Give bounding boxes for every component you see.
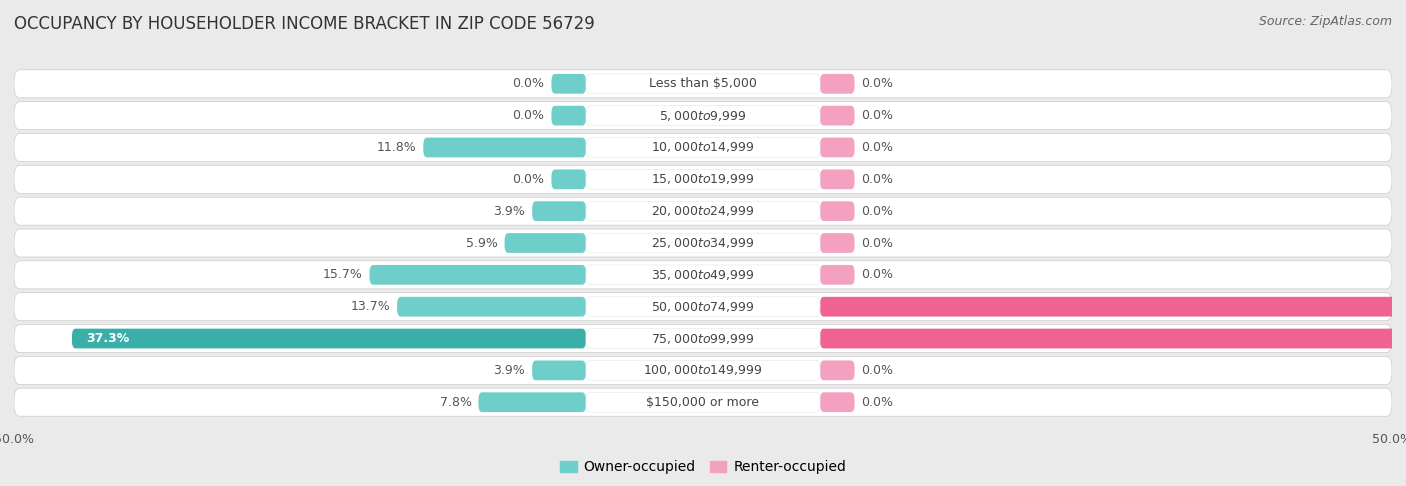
FancyBboxPatch shape bbox=[14, 293, 1392, 321]
Text: 5.9%: 5.9% bbox=[465, 237, 498, 249]
FancyBboxPatch shape bbox=[820, 74, 855, 94]
FancyBboxPatch shape bbox=[14, 197, 1392, 225]
Text: 0.0%: 0.0% bbox=[513, 77, 544, 90]
FancyBboxPatch shape bbox=[531, 201, 586, 221]
FancyBboxPatch shape bbox=[820, 170, 855, 189]
FancyBboxPatch shape bbox=[14, 134, 1392, 161]
FancyBboxPatch shape bbox=[551, 170, 586, 189]
Text: 37.3%: 37.3% bbox=[86, 332, 129, 345]
FancyBboxPatch shape bbox=[14, 229, 1392, 257]
FancyBboxPatch shape bbox=[14, 261, 1392, 289]
Text: 0.0%: 0.0% bbox=[862, 268, 893, 281]
Text: Source: ZipAtlas.com: Source: ZipAtlas.com bbox=[1258, 15, 1392, 28]
FancyBboxPatch shape bbox=[14, 102, 1392, 130]
FancyBboxPatch shape bbox=[820, 138, 855, 157]
FancyBboxPatch shape bbox=[551, 106, 586, 125]
Text: 0.0%: 0.0% bbox=[862, 77, 893, 90]
FancyBboxPatch shape bbox=[396, 297, 586, 316]
Text: $20,000 to $24,999: $20,000 to $24,999 bbox=[651, 204, 755, 218]
FancyBboxPatch shape bbox=[586, 329, 820, 348]
FancyBboxPatch shape bbox=[551, 74, 586, 94]
Text: $10,000 to $14,999: $10,000 to $14,999 bbox=[651, 140, 755, 155]
Text: 0.0%: 0.0% bbox=[862, 141, 893, 154]
FancyBboxPatch shape bbox=[820, 297, 1406, 316]
Text: 15.7%: 15.7% bbox=[323, 268, 363, 281]
Text: 11.8%: 11.8% bbox=[377, 141, 416, 154]
Text: 3.9%: 3.9% bbox=[494, 364, 526, 377]
Text: 0.0%: 0.0% bbox=[862, 237, 893, 249]
Text: $150,000 or more: $150,000 or more bbox=[647, 396, 759, 409]
FancyBboxPatch shape bbox=[586, 265, 820, 285]
FancyBboxPatch shape bbox=[586, 233, 820, 253]
Text: 13.7%: 13.7% bbox=[350, 300, 391, 313]
FancyBboxPatch shape bbox=[586, 201, 820, 221]
Text: $50,000 to $74,999: $50,000 to $74,999 bbox=[651, 300, 755, 313]
Text: 0.0%: 0.0% bbox=[862, 364, 893, 377]
FancyBboxPatch shape bbox=[820, 106, 855, 125]
Text: $35,000 to $49,999: $35,000 to $49,999 bbox=[651, 268, 755, 282]
FancyBboxPatch shape bbox=[14, 325, 1392, 352]
Text: $5,000 to $9,999: $5,000 to $9,999 bbox=[659, 109, 747, 122]
Text: $100,000 to $149,999: $100,000 to $149,999 bbox=[644, 364, 762, 377]
Text: Less than $5,000: Less than $5,000 bbox=[650, 77, 756, 90]
Text: 0.0%: 0.0% bbox=[862, 396, 893, 409]
Text: 0.0%: 0.0% bbox=[862, 109, 893, 122]
FancyBboxPatch shape bbox=[72, 329, 586, 348]
FancyBboxPatch shape bbox=[586, 74, 820, 94]
FancyBboxPatch shape bbox=[14, 165, 1392, 193]
FancyBboxPatch shape bbox=[820, 361, 855, 380]
FancyBboxPatch shape bbox=[14, 70, 1392, 98]
FancyBboxPatch shape bbox=[820, 265, 855, 285]
FancyBboxPatch shape bbox=[586, 170, 820, 189]
FancyBboxPatch shape bbox=[586, 106, 820, 125]
FancyBboxPatch shape bbox=[505, 233, 586, 253]
Text: 0.0%: 0.0% bbox=[862, 173, 893, 186]
FancyBboxPatch shape bbox=[586, 297, 820, 316]
FancyBboxPatch shape bbox=[423, 138, 586, 157]
Legend: Owner-occupied, Renter-occupied: Owner-occupied, Renter-occupied bbox=[554, 455, 852, 480]
Text: OCCUPANCY BY HOUSEHOLDER INCOME BRACKET IN ZIP CODE 56729: OCCUPANCY BY HOUSEHOLDER INCOME BRACKET … bbox=[14, 15, 595, 33]
FancyBboxPatch shape bbox=[820, 201, 855, 221]
Text: 3.9%: 3.9% bbox=[494, 205, 526, 218]
Text: 0.0%: 0.0% bbox=[513, 173, 544, 186]
Text: 0.0%: 0.0% bbox=[513, 109, 544, 122]
Text: $75,000 to $99,999: $75,000 to $99,999 bbox=[651, 331, 755, 346]
FancyBboxPatch shape bbox=[586, 392, 820, 412]
FancyBboxPatch shape bbox=[531, 361, 586, 380]
FancyBboxPatch shape bbox=[478, 392, 586, 412]
Text: 0.0%: 0.0% bbox=[862, 205, 893, 218]
FancyBboxPatch shape bbox=[820, 329, 1406, 348]
FancyBboxPatch shape bbox=[14, 388, 1392, 416]
FancyBboxPatch shape bbox=[820, 392, 855, 412]
FancyBboxPatch shape bbox=[370, 265, 586, 285]
Text: $25,000 to $34,999: $25,000 to $34,999 bbox=[651, 236, 755, 250]
Text: 7.8%: 7.8% bbox=[440, 396, 471, 409]
FancyBboxPatch shape bbox=[586, 361, 820, 380]
FancyBboxPatch shape bbox=[586, 138, 820, 157]
FancyBboxPatch shape bbox=[14, 356, 1392, 384]
FancyBboxPatch shape bbox=[820, 233, 855, 253]
Text: $15,000 to $19,999: $15,000 to $19,999 bbox=[651, 173, 755, 186]
